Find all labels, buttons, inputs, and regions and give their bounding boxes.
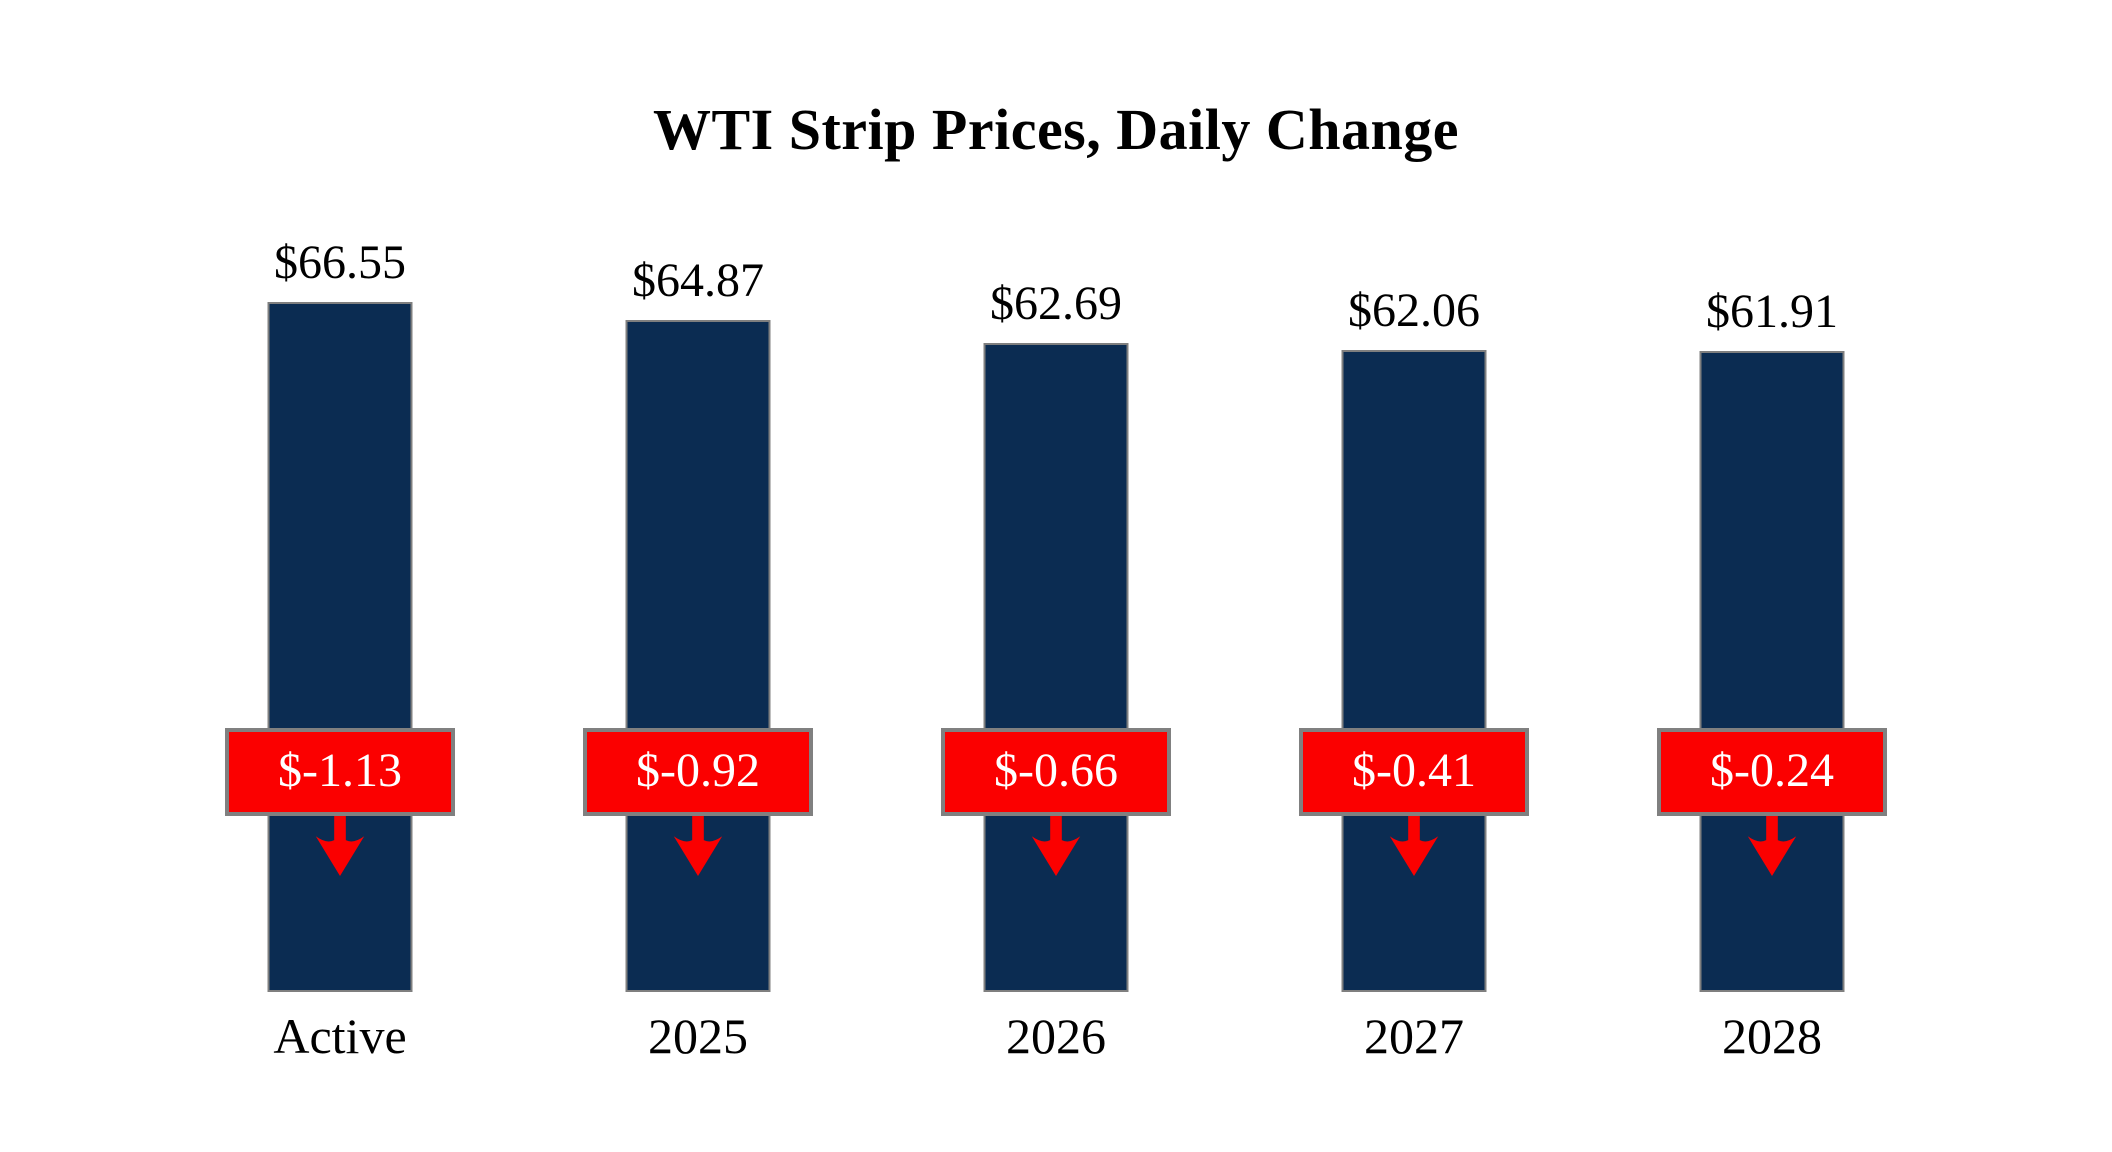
value-label: $64.87: [632, 254, 764, 307]
value-label: $62.06: [1348, 284, 1480, 337]
chart-title: WTI Strip Prices, Daily Change: [652, 97, 1460, 162]
category-label: 2027: [1364, 1008, 1464, 1064]
daily-change-badge: $-0.66: [941, 728, 1171, 816]
category-label: 2025: [648, 1008, 748, 1064]
daily-change-badge: $-1.13: [225, 728, 455, 816]
value-label: $62.69: [990, 277, 1122, 330]
value-label: $66.55: [274, 236, 406, 289]
down-arrow-icon: [315, 814, 365, 876]
bar: [983, 343, 1129, 992]
daily-change-badge: $-0.24: [1657, 728, 1887, 816]
value-label: $61.91: [1706, 285, 1838, 338]
bar-column-2027: $62.06 $-0.41 2027: [1235, 0, 1593, 1152]
down-arrow-icon: [1389, 814, 1439, 876]
bar-column-2028: $61.91 $-0.24 2028: [1593, 0, 1951, 1152]
bar-column-active: $66.55 $-1.13 Active: [161, 0, 519, 1152]
daily-change-badge: $-0.92: [583, 728, 813, 816]
bar-column-2026: $62.69 $-0.66 2026: [877, 0, 1235, 1152]
down-arrow-icon: [673, 814, 723, 876]
bar: [267, 302, 413, 992]
down-arrow-icon: [1031, 814, 1081, 876]
category-label: 2026: [1006, 1008, 1106, 1064]
bar: [1341, 350, 1487, 992]
down-arrow-icon: [1747, 814, 1797, 876]
bar: [1699, 351, 1845, 992]
bar-column-2025: $64.87 $-0.92 2025: [519, 0, 877, 1152]
bar: [625, 320, 771, 992]
category-label: 2028: [1722, 1008, 1822, 1064]
daily-change-badge: $-0.41: [1299, 728, 1529, 816]
category-label: Active: [273, 1008, 407, 1064]
